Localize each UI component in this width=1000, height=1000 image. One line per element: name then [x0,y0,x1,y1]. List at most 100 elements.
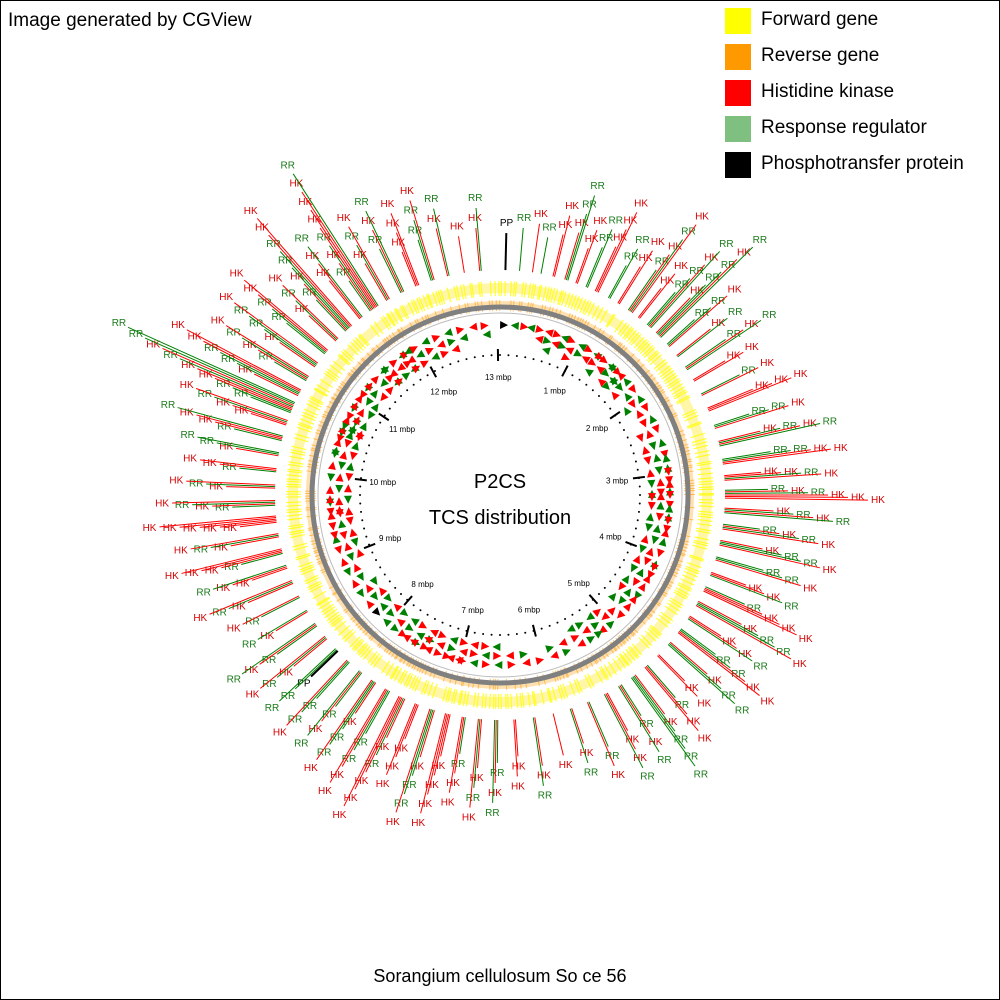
tcs-spoke [695,605,792,660]
tcs-arrow [570,635,580,643]
forward-gene-mark [622,651,633,664]
scale-dot [388,407,391,410]
tcs-spoke [685,329,744,369]
tcs-spoke-label: HK [304,763,318,774]
forward-gene-mark [674,589,689,598]
tcs-arrow [380,366,390,375]
scale-tick-label: 9 mbp [379,534,402,543]
tcs-spoke [719,541,782,556]
tcs-spoke [271,308,327,354]
tcs-spoke-label: RR [242,640,256,651]
tcs-arrow [350,537,359,547]
tcs-spoke-label: RR [689,266,703,277]
tcs-spoke [201,549,283,572]
forward-gene-mark [290,449,306,454]
tcs-arrow [389,369,399,378]
tcs-spoke [390,213,420,286]
forward-gene-mark [316,384,330,393]
forward-gene-mark [547,287,553,303]
forward-gene-mark [510,693,513,709]
tcs-arrow [437,630,447,639]
tcs-spoke [514,719,519,757]
tcs-spoke [215,421,283,440]
tcs-spoke [554,215,571,277]
tcs-spoke-label: HK [244,283,258,294]
scale-dot [360,510,363,513]
tcs-spoke [689,615,722,637]
tcs-arrow [364,382,373,392]
tcs-spoke [433,713,450,776]
forward-gene-mark [465,691,470,707]
tcs-spoke [234,302,319,364]
tcs-spoke [454,716,465,774]
scale-dot [603,401,606,404]
forward-gene-mark [435,290,441,306]
tcs-spoke [588,701,609,747]
tcs-arrow [624,393,633,402]
forward-gene-mark [637,340,650,353]
tcs-spoke [310,209,376,308]
tcs-spoke [703,589,780,625]
tcs-arrow [330,530,338,540]
tcs-arrow [647,479,656,488]
forward-gene-mark [619,653,630,666]
tcs-arrow [618,581,627,591]
forward-gene-mark [692,544,708,550]
tcs-spoke [365,697,403,773]
forward-gene-mark [385,662,395,677]
tcs-arrow [594,351,604,360]
tcs-spoke [348,280,371,312]
tcs-arrow [451,344,461,353]
scale-dot [490,633,493,636]
forward-gene-mark [354,337,366,349]
tcs-spoke [276,625,318,655]
tcs-spoke [492,719,496,803]
tcs-spoke-label: HK [803,419,817,430]
tcs-spoke [214,396,288,423]
tcs-spoke-label: HK [711,318,725,329]
cgview-credit: Image generated by CGView [8,10,252,31]
tcs-arrow [397,629,407,638]
tcs-spoke [469,718,479,808]
forward-gene-mark [682,408,697,417]
legend-swatch [725,80,751,106]
tcs-spoke-label: HK [199,415,213,426]
tcs-spoke-label: HK [761,697,775,708]
tcs-spoke [606,692,629,731]
tcs-spoke-label: HK [633,753,647,764]
forward-gene-mark [414,677,422,692]
tcs-spoke [353,690,389,751]
tcs-spoke-label: RR [281,289,295,300]
forward-gene-mark [629,645,640,658]
scale-dot [507,354,510,357]
scale-tick-label: 12 mbp [430,387,457,396]
forward-gene-mark [515,693,519,709]
scale-dot [449,624,452,627]
tcs-spoke-label: HK [344,793,358,804]
scale-dot [585,604,588,607]
tcs-spoke [724,509,794,515]
tcs-spoke-label: RR [112,318,126,329]
tcs-spoke-label: HK [743,624,757,635]
tcs-arrow [647,469,655,478]
tcs-arrow [347,425,356,435]
tcs-spoke-label: RR [485,808,499,819]
forward-gene-mark [298,561,313,568]
scale-dot [400,592,403,595]
tcs-spoke [700,374,740,395]
tcs-spoke-label: HK [386,218,400,229]
tcs-spoke [241,622,316,675]
tcs-arrow [605,620,615,630]
forward-gene-mark [427,293,434,308]
tcs-spoke-label: HK [763,424,777,435]
tcs-arrow [410,618,420,627]
tcs-spoke [619,685,651,734]
tcs-arrow [328,521,337,531]
tcs-arrow [507,660,516,669]
forward-gene-mark [350,341,362,354]
scale-tick-label: 8 mbp [411,580,434,589]
tcs-spoke [232,504,276,508]
tcs-spoke [666,319,695,345]
tcs-arrow [356,571,364,581]
tcs-spoke [328,280,361,320]
